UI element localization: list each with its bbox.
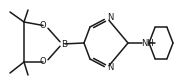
Text: O: O	[40, 58, 46, 66]
Text: N: N	[107, 63, 113, 72]
Text: NH: NH	[142, 39, 154, 47]
Text: B: B	[61, 40, 67, 48]
Text: O: O	[40, 21, 46, 29]
Text: N: N	[107, 13, 113, 21]
